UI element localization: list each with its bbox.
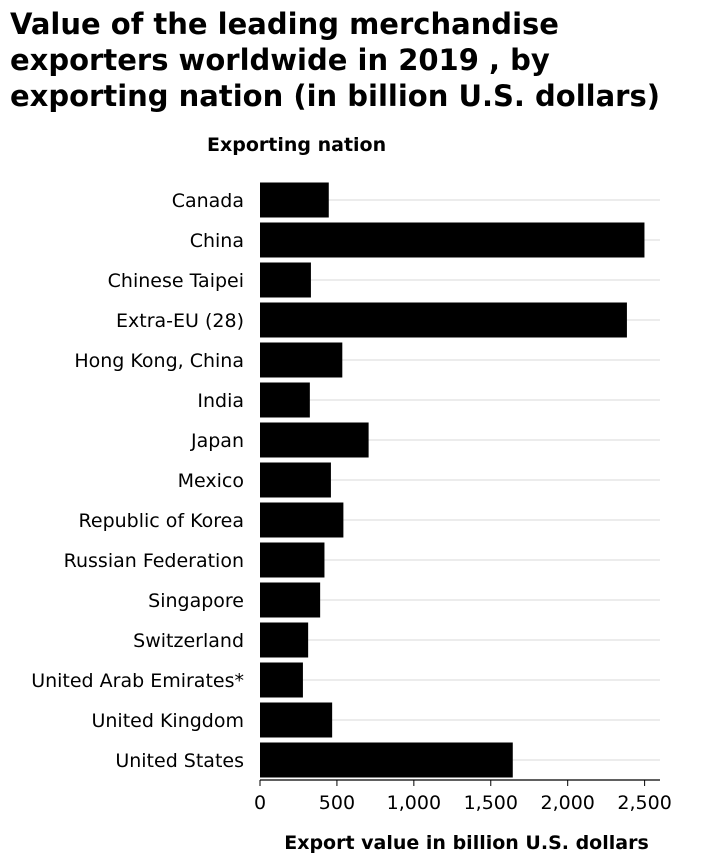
bar (260, 542, 325, 578)
bar (260, 262, 311, 298)
bar (260, 302, 627, 338)
category-label: Chinese Taipei (108, 270, 244, 292)
bar (260, 702, 333, 738)
category-label: Hong Kong, China (74, 350, 244, 372)
x-axis: 0 500 1,000 1,500 2,000 2,500 (254, 779, 672, 814)
x-tick-label: 1,500 (464, 792, 518, 814)
category-label: Singapore (148, 590, 244, 612)
category-label: Switzerland (133, 630, 244, 652)
x-tick-label: 500 (319, 792, 355, 814)
category-label: India (197, 390, 244, 412)
x-tick-label: 1,000 (387, 792, 441, 814)
x-tick-label: 2,000 (540, 792, 594, 814)
category-label: Japan (190, 430, 244, 452)
y-axis-title: Exporting nation (207, 134, 387, 156)
bar (260, 182, 329, 218)
x-tick-label: 2,500 (617, 792, 671, 814)
category-labels: Canada China Chinese Taipei Extra-EU (28) Ho… (31, 190, 244, 772)
chart-title: Value of the leading merchandise exporte… (10, 7, 660, 113)
category-label: United States (115, 750, 244, 772)
category-label: Extra-EU (28) (116, 310, 244, 332)
bar (260, 582, 321, 618)
category-label: Canada (172, 190, 244, 212)
bar (260, 742, 513, 778)
bar (260, 502, 344, 538)
bar (260, 342, 343, 378)
bar (260, 622, 309, 658)
x-axis-title: Export value in billion U.S. dollars (284, 832, 649, 854)
category-label: Mexico (178, 470, 244, 492)
bar (260, 222, 645, 258)
category-label: United Arab Emirates* (31, 670, 244, 692)
category-label: Russian Federation (64, 550, 244, 572)
bar (260, 662, 303, 698)
bar (260, 422, 369, 458)
category-label: Republic of Korea (79, 510, 244, 532)
bars (260, 182, 645, 778)
category-label: United Kingdom (91, 710, 244, 732)
bar (260, 382, 310, 418)
bar (260, 462, 331, 498)
x-tick-label: 0 (254, 792, 266, 814)
category-label: China (190, 230, 244, 252)
